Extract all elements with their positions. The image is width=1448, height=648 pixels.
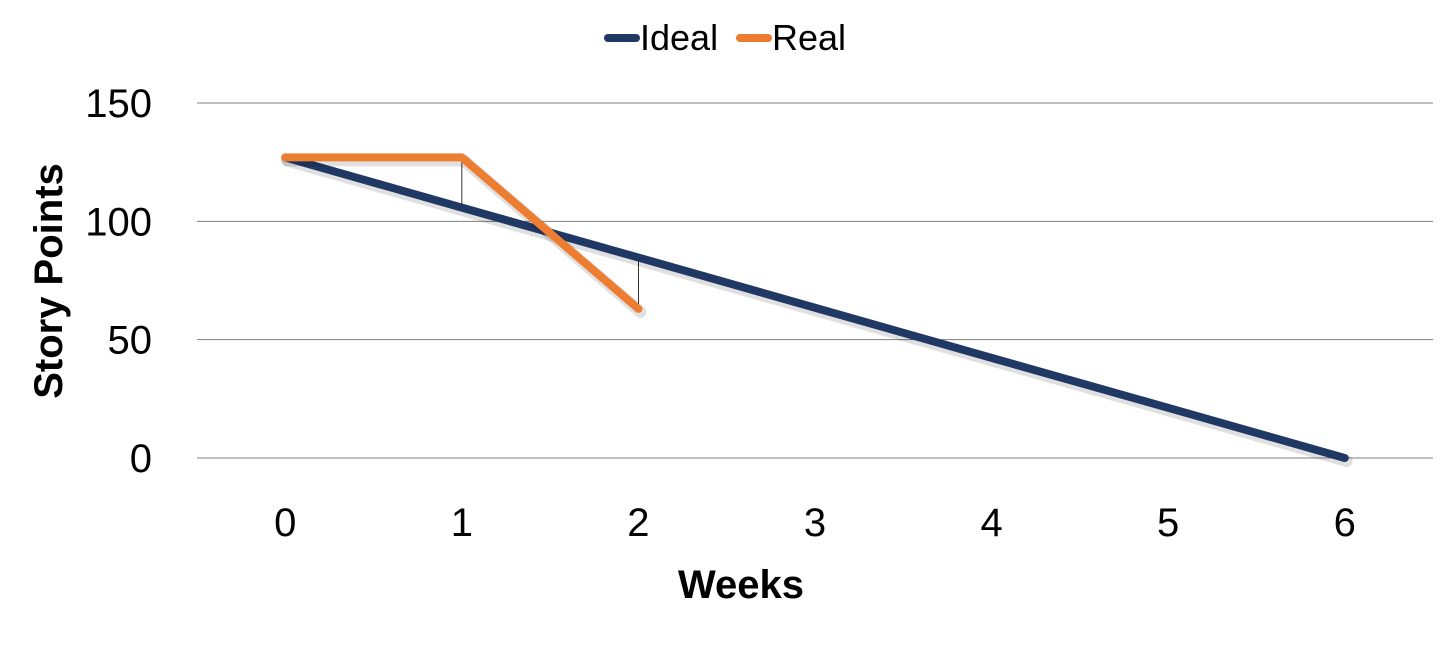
y-tick-labels: 0 50 100 150 [85, 82, 152, 481]
data-point-real [284, 156, 286, 158]
legend-label-ideal: Ideal [640, 17, 718, 58]
x-tick-label: 3 [804, 501, 826, 545]
series-line-real [281, 153, 643, 313]
x-axis-title: Weeks [678, 563, 804, 607]
x-tick-label: 1 [451, 501, 473, 545]
x-tick-label: 2 [627, 501, 649, 545]
series-shadow-real [281, 154, 647, 318]
y-tick-label: 150 [85, 82, 152, 126]
y-tick-label: 100 [85, 200, 152, 244]
x-tick-labels: 0 1 2 3 4 5 6 [274, 501, 1356, 545]
data-point-ideal [991, 357, 993, 359]
data-point-ideal [461, 207, 463, 209]
x-tick-label: 4 [980, 501, 1002, 545]
x-tick-label: 6 [1334, 501, 1356, 545]
series-lines [281, 153, 1353, 467]
data-point-real [637, 308, 639, 310]
gridlines [197, 102, 1433, 459]
data-point-real [461, 156, 463, 158]
drop-lines [461, 157, 639, 309]
data-point-ideal [1344, 457, 1346, 459]
x-tick-label: 0 [274, 501, 296, 545]
data-point-ideal [814, 307, 816, 309]
legend: Ideal Real [604, 17, 846, 58]
y-tick-label: 0 [130, 437, 152, 481]
x-tick-label: 5 [1157, 501, 1179, 545]
y-axis-title: Story Points [27, 163, 71, 399]
data-point-ideal [637, 257, 639, 259]
y-tick-label: 50 [108, 319, 153, 363]
data-point-ideal [1167, 407, 1169, 409]
legend-label-real: Real [772, 17, 846, 58]
series-line-ideal [281, 153, 1349, 462]
